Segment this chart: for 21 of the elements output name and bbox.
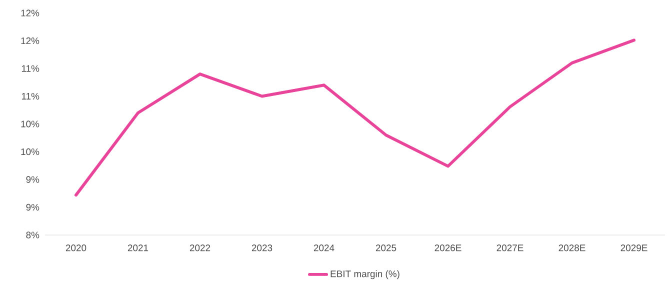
y-tick-label: 12%: [21, 37, 40, 44]
x-tick-label: 2020: [66, 244, 86, 252]
y-tick-label: 10%: [21, 148, 40, 156]
y-tick-label: 10%: [21, 120, 40, 128]
legend-label: EBIT margin (%): [330, 270, 400, 280]
x-tick-label: 2027E: [496, 244, 524, 252]
y-tick-label: 11%: [22, 92, 40, 100]
x-tick-label: 2021: [128, 244, 148, 252]
line-series: [74, 38, 636, 197]
y-tick-label: 12%: [21, 10, 40, 16]
x-tick-label: 2029E: [620, 244, 648, 252]
x-tick-label: 2026E: [434, 244, 462, 252]
x-tick-label: 2022: [190, 244, 210, 252]
y-tick-label: 11%: [22, 65, 40, 72]
y-tick-label: 9%: [26, 176, 40, 183]
y-tick-label: 8%: [26, 232, 40, 238]
x-tick-label: 2024: [314, 244, 334, 252]
y-tick-label: 9%: [26, 204, 40, 211]
x-tick-label: 2028E: [558, 244, 586, 252]
x-tick-label: 2025: [376, 244, 396, 252]
x-tick-label: 2023: [252, 244, 272, 252]
